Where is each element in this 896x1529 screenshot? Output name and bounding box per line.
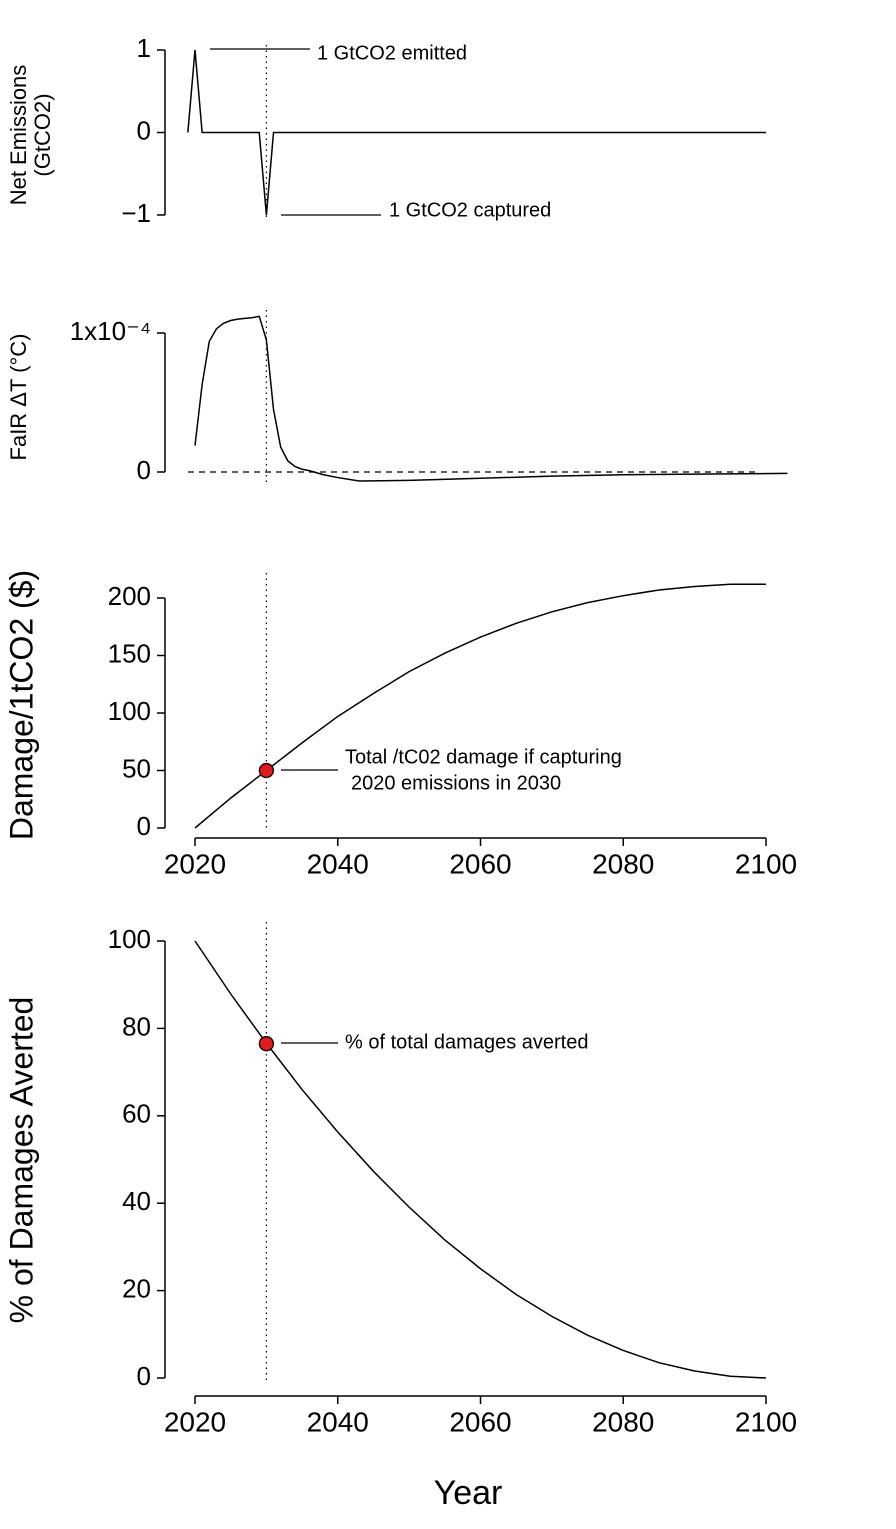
y-tick-label: 200 (108, 581, 151, 611)
annotation: 1 GtCO2 captured (389, 199, 551, 221)
highlight-point (258, 762, 275, 779)
annotation: 2020 emissions in 2030 (351, 772, 561, 794)
data-line (187, 49, 766, 216)
x-axis-label: Year (434, 1474, 503, 1512)
y-axis-label: Damage/1tCO2 ($) (3, 570, 39, 840)
x-tick-label: 2080 (592, 1406, 654, 1437)
y-tick-label: 0 (137, 455, 151, 485)
x-tick-label: 2020 (164, 848, 226, 879)
x-tick-label: 2060 (449, 1406, 511, 1437)
data-line (194, 583, 766, 829)
y-axis-label: (GtCO2) (30, 93, 55, 176)
y-tick-label: 0 (137, 811, 151, 841)
y-tick-label: 150 (108, 638, 151, 668)
x-tick-label: 2100 (735, 848, 797, 879)
x-tick-label: 2080 (592, 848, 654, 879)
annotation: % of total damages averted (345, 1031, 588, 1053)
x-tick-label: 2060 (449, 848, 511, 879)
y-tick-label: 0 (137, 115, 151, 145)
annotation: 1 GtCO2 emitted (317, 42, 467, 64)
annotation: Total /tC02 damage if capturing (345, 746, 622, 768)
y-axis-label: FaIR ΔT (°C) (6, 334, 31, 461)
highlight-point (258, 1036, 275, 1052)
y-tick-label: 80 (122, 1011, 151, 1041)
y-tick-label: −1 (121, 198, 151, 228)
x-tick-label: 2040 (307, 848, 369, 879)
x-tick-label: 2100 (735, 1406, 797, 1437)
data-line (194, 315, 788, 482)
x-tick-label: 2040 (307, 1406, 369, 1437)
y-tick-label: 100 (108, 924, 151, 954)
y-axis-label: % of Damages Averted (3, 997, 39, 1324)
y-tick-label: 1 (137, 33, 151, 63)
y-axis-label: Net Emissions (6, 65, 31, 206)
data-line (194, 940, 767, 1379)
y-tick-label: 1x10⁻⁴ (70, 316, 151, 346)
y-tick-label: 100 (108, 696, 151, 726)
x-tick-label: 2020 (164, 1406, 226, 1437)
y-tick-label: 50 (122, 753, 151, 783)
y-tick-label: 60 (122, 1099, 151, 1129)
y-tick-label: 20 (122, 1273, 151, 1303)
y-tick-label: 0 (137, 1361, 151, 1391)
y-tick-label: 40 (122, 1186, 151, 1216)
